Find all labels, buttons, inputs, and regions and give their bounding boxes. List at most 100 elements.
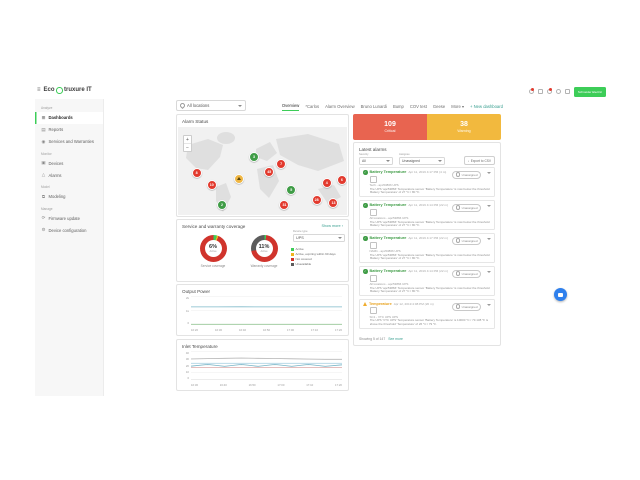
new-dashboard-button[interactable]: + New dashboard — [470, 104, 503, 109]
assignee-chip-label: Unassigned — [461, 304, 478, 309]
show-more-link[interactable]: Show more › — [321, 224, 343, 228]
assignee-chip[interactable]: Unassigned — [452, 236, 481, 245]
severity-filter-value: All — [362, 158, 366, 163]
see-more-link[interactable]: See more — [388, 337, 403, 341]
row-expand-icon[interactable] — [487, 271, 491, 273]
map-zoom-control: + − — [183, 135, 192, 152]
assignee-chip-label: Unassigned — [461, 205, 478, 210]
logo-text-prefix: Eco — [43, 87, 55, 94]
tab-bump[interactable]: Bump — [392, 104, 404, 109]
device-icon — [369, 307, 377, 314]
row-expand-icon[interactable] — [487, 238, 491, 240]
sidebar-item-dashboards[interactable]: ⊞ Dashboards — [35, 111, 103, 124]
legend-swatch — [291, 253, 294, 257]
sidebar-item-firmware-update[interactable]: ⟳ Firmware update — [35, 212, 103, 224]
map-marker-critical[interactable]: 4 — [321, 178, 332, 189]
sidebar-item-devices[interactable]: ▣ Devices — [35, 157, 103, 169]
sidebar-item-reports[interactable]: ▤ Reports — [35, 124, 103, 136]
alarm-filters: Severity All Assignee Unassigned ↓ Expor… — [359, 153, 495, 168]
tab-cov-test[interactable]: COV test — [409, 104, 427, 109]
map-marker-critical[interactable]: 45 — [264, 166, 275, 177]
alarm-row[interactable]: ✓ Battery Temperature Apr 11, 2019 4:14 PM… — [359, 200, 495, 230]
assignee-filter-group: Assignee Unassigned — [399, 153, 445, 165]
header-bar: ≡ Eco truxure IT Schneider Electric — [35, 84, 607, 99]
coverage-legend: Active Active, expiring within 90 days Not… — [291, 247, 345, 268]
apps-grid-icon[interactable] — [564, 88, 570, 94]
person-icon — [455, 271, 461, 276]
legend-label: Unavailable — [295, 261, 312, 266]
location-filter-select[interactable]: All locations — [176, 100, 246, 111]
schneider-electric-logo[interactable]: Schneider Electric — [574, 86, 606, 97]
alarm-row[interactable]: ✓ Battery Temperature Apr 11, 2019 4:17 PM… — [359, 233, 495, 263]
alarm-row[interactable]: ✓ Battery Temperature Apr 11, 2019 4:17 PM… — [359, 167, 495, 197]
map-marker-ok[interactable]: 5 — [286, 185, 297, 196]
sidebar-item-alarms[interactable]: △ Alarms — [35, 169, 103, 181]
assignee-filter-select[interactable]: Unassigned — [399, 156, 445, 165]
sidebar-item-label: Modeling — [48, 194, 66, 199]
device-type-select-group: Device type UPS — [293, 229, 345, 242]
map-marker-critical[interactable]: 13 — [328, 197, 339, 208]
zoom-out-button[interactable]: − — [184, 143, 191, 151]
chat-fab-button[interactable] — [554, 288, 567, 301]
tab-bruno-lunardi[interactable]: Bruno Lunardi — [360, 104, 387, 109]
download-icon: ↓ — [467, 158, 470, 163]
alarms-icon: △ — [41, 172, 46, 177]
assignee-chip[interactable]: Unassigned — [452, 302, 481, 311]
alarm-row[interactable]: Temperature Apr 12, 2019 4:08 PM (20 m) Un… — [359, 299, 495, 329]
firmware-update-icon: ⟳ — [41, 215, 46, 220]
line-chart — [190, 351, 343, 380]
critical-alarms-banner[interactable]: 109 Critical — [353, 114, 427, 140]
dashboards-icon: ⊞ — [41, 114, 46, 120]
card-title: Inlet Temperature — [182, 344, 218, 349]
map-marker-warning[interactable] — [233, 173, 244, 184]
showing-count: Showing 5 of 147 — [359, 337, 386, 341]
zoom-in-button[interactable]: + — [186, 136, 189, 143]
assignee-chip-label: Unassigned — [461, 238, 478, 243]
severity-filter-group: Severity All — [359, 153, 393, 165]
donut-chart: 6% Active — [199, 235, 227, 262]
map-marker-critical[interactable]: 7 — [276, 158, 287, 169]
chat-bubble-icon — [558, 292, 563, 297]
map-marker-ok[interactable]: 3 — [249, 151, 260, 162]
assignee-chip[interactable]: Unassigned — [452, 170, 481, 179]
row-expand-icon[interactable] — [487, 172, 491, 174]
reports-icon: ▤ — [41, 126, 46, 132]
alarm-time: Apr 11, 2019 4:14 PM (22 m) — [408, 203, 449, 208]
assignee-chip[interactable]: Unassigned — [452, 269, 481, 278]
alarm-row[interactable]: ✓ Battery Temperature Apr 11, 2019 4:14 PM… — [359, 266, 495, 296]
tab-more[interactable]: More ▾ — [451, 104, 465, 109]
severity-filter-label: Severity — [359, 153, 369, 156]
alarm-location: NAM1 - apc53866 UPS — [369, 249, 401, 254]
map-marker-critical[interactable]: 31 — [279, 200, 290, 211]
tab-overview[interactable]: Overview — [281, 103, 300, 111]
sidebar-item-modeling[interactable]: ⧉ Modeling — [35, 191, 103, 203]
map-marker-critical[interactable]: 8 — [191, 167, 202, 178]
sidebar-item-device-configuration[interactable]: ⚙ Device configuration — [35, 224, 103, 236]
tab-carlos[interactable]: *Carlos — [305, 104, 320, 109]
sidebar-item-services-and-warranties[interactable]: ◉ Services and Warranties — [35, 136, 103, 148]
severity-filter-select[interactable]: All — [359, 156, 393, 165]
alarm-list: ✓ Battery Temperature Apr 11, 2019 4:17 PM… — [359, 167, 495, 332]
map-marker-critical[interactable]: 28 — [311, 195, 322, 206]
row-expand-icon[interactable] — [487, 205, 491, 207]
help-icon[interactable] — [555, 88, 561, 94]
map-marker-ok[interactable]: 2 — [216, 200, 227, 211]
tab-alarm-overview[interactable]: Alarm Overview — [325, 104, 355, 109]
map-marker-critical[interactable]: 6 — [336, 174, 347, 185]
bell-icon[interactable] — [528, 88, 535, 94]
device-type-select[interactable]: UPS — [293, 233, 345, 242]
hamburger-menu-icon[interactable]: ≡ — [37, 87, 41, 94]
world-map[interactable]: + − 8 10 2 3 45 7 5 31 4 28 13 6 — [178, 127, 347, 215]
row-expand-icon[interactable] — [487, 304, 491, 306]
line-chart — [191, 296, 342, 325]
avatar-icon[interactable] — [546, 88, 553, 94]
legend-label: Not covered — [295, 256, 312, 261]
tab-geese[interactable]: Geese — [432, 104, 446, 109]
chat-icon[interactable] — [537, 88, 543, 94]
assignee-chip[interactable]: Unassigned — [452, 203, 481, 212]
device-icon — [369, 208, 377, 216]
legend-swatch — [291, 258, 294, 262]
warning-alarms-banner[interactable]: 38 Warning — [427, 114, 501, 140]
map-marker-critical[interactable]: 10 — [206, 180, 217, 191]
export-csv-button[interactable]: ↓ Export to CSV — [463, 156, 495, 165]
